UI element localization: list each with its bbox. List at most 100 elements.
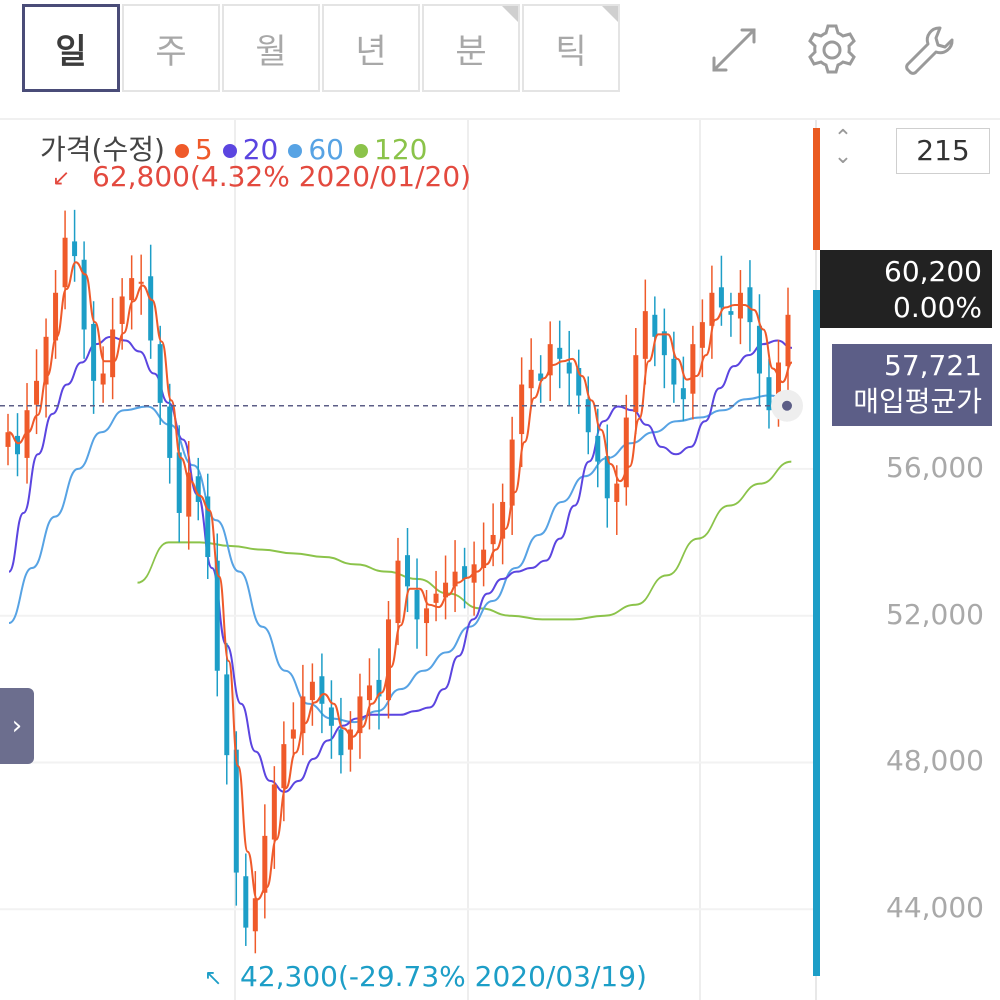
candle-body xyxy=(433,593,439,603)
candle-body xyxy=(281,744,287,789)
candle-body xyxy=(43,336,49,385)
candle-body xyxy=(566,362,572,374)
legend-title: 가격(수정) xyxy=(40,133,165,166)
candle-body xyxy=(500,501,506,539)
candle-body xyxy=(290,729,296,739)
candle-body xyxy=(148,276,154,341)
candle-body xyxy=(718,287,724,308)
chevron-right-icon: › xyxy=(11,711,23,741)
tab-1[interactable]: 주 xyxy=(122,4,220,92)
candle-body xyxy=(357,696,363,734)
candle-body xyxy=(262,835,268,893)
tab-4[interactable]: 분 xyxy=(422,4,520,92)
price-chart[interactable] xyxy=(0,120,1000,1000)
legend: 가격(수정) 5 20 60 120 xyxy=(40,128,427,168)
ma120-line xyxy=(137,460,792,621)
low-price-label: 42,300(-29.73% 2020/03/19) xyxy=(240,960,647,993)
candle-body xyxy=(129,278,135,301)
candle-body xyxy=(680,388,686,400)
candle-body xyxy=(328,707,334,726)
tab-corner-icon xyxy=(502,6,518,22)
avg-price-label: 매입평균가 xyxy=(853,385,982,418)
candle-body xyxy=(585,399,591,433)
candle-body xyxy=(747,287,753,323)
candle-body xyxy=(728,311,734,315)
candle-body xyxy=(690,344,696,394)
candle-body xyxy=(557,347,563,359)
current-price: 60,200 xyxy=(884,255,982,288)
candle-body xyxy=(509,439,515,506)
candle-body xyxy=(233,749,239,873)
legend-dot-icon xyxy=(174,144,189,158)
candle-body xyxy=(452,571,458,587)
candle-body xyxy=(91,323,97,381)
wrench-icon[interactable] xyxy=(900,20,960,80)
candle-body xyxy=(214,560,220,671)
candle-body xyxy=(661,331,667,356)
price-rail-down xyxy=(813,290,820,976)
legend-ma-label: 5 xyxy=(194,133,213,166)
candle-body xyxy=(481,549,487,568)
current-price-badge: 60,200 0.00% xyxy=(820,250,992,328)
candle-body xyxy=(699,322,705,348)
candle-body xyxy=(756,325,762,374)
candle-body xyxy=(623,417,629,488)
ma20-line xyxy=(8,335,793,793)
candle-body xyxy=(157,344,163,403)
count-stepper[interactable]: ⌃ ⌄ xyxy=(833,126,853,169)
candle-body xyxy=(338,729,344,756)
candle-body xyxy=(709,292,715,326)
expand-icon[interactable] xyxy=(704,20,764,80)
candle-body xyxy=(405,555,411,587)
ma5-line xyxy=(8,261,793,901)
candle-body xyxy=(72,241,78,257)
toolbar-divider xyxy=(0,118,1000,120)
y-tick-label: 44,000 xyxy=(886,891,984,925)
gear-icon[interactable] xyxy=(802,20,862,80)
candle-body xyxy=(309,681,315,701)
y-tick-label: 52,000 xyxy=(886,597,984,631)
candle-body xyxy=(81,259,87,330)
candle-body xyxy=(385,619,391,701)
tab-5[interactable]: 틱 xyxy=(522,4,620,92)
ma60-line xyxy=(8,394,793,724)
candle-body xyxy=(243,876,249,928)
candle-body xyxy=(300,696,306,734)
tab-3[interactable]: 년 xyxy=(322,4,420,92)
tab-0[interactable]: 일 xyxy=(22,4,120,92)
candle-body xyxy=(424,608,430,624)
candle-body xyxy=(176,452,182,513)
legend-ma-label: 60 xyxy=(308,133,344,166)
candle-body xyxy=(110,329,116,378)
sidebar-toggle-button[interactable]: › xyxy=(0,688,34,764)
candle-body xyxy=(785,314,791,367)
candle-body xyxy=(252,898,258,932)
candle-body xyxy=(167,406,173,458)
candle-body xyxy=(138,281,144,284)
candle-body xyxy=(34,380,40,405)
legend-dot-icon xyxy=(222,144,237,158)
tab-2[interactable]: 월 xyxy=(222,4,320,92)
candle-body xyxy=(528,369,534,389)
bar-count-input[interactable]: 215 xyxy=(896,128,990,174)
candle-body xyxy=(604,456,610,499)
avg-price-badge: 57,721 매입평균가 xyxy=(832,344,992,426)
candle-body xyxy=(443,582,449,598)
high-price-label: 62,800(4.32% 2020/01/20) xyxy=(92,160,472,193)
low-marker-icon: ↖ xyxy=(204,966,223,991)
candle-body xyxy=(395,560,401,624)
candle-body xyxy=(595,435,601,462)
legend-dot-icon xyxy=(288,144,303,158)
candle-body xyxy=(642,311,648,359)
avg-price-marker xyxy=(782,400,792,411)
candle-body xyxy=(538,373,544,381)
candle-body xyxy=(519,384,525,435)
candle-body xyxy=(62,237,68,288)
candle-body xyxy=(347,729,353,750)
candle-body xyxy=(652,314,658,337)
candle-body xyxy=(224,674,230,756)
legend-ma-label: 120 xyxy=(374,133,428,166)
y-tick-label: 56,000 xyxy=(886,450,984,484)
candle-body xyxy=(376,679,382,697)
